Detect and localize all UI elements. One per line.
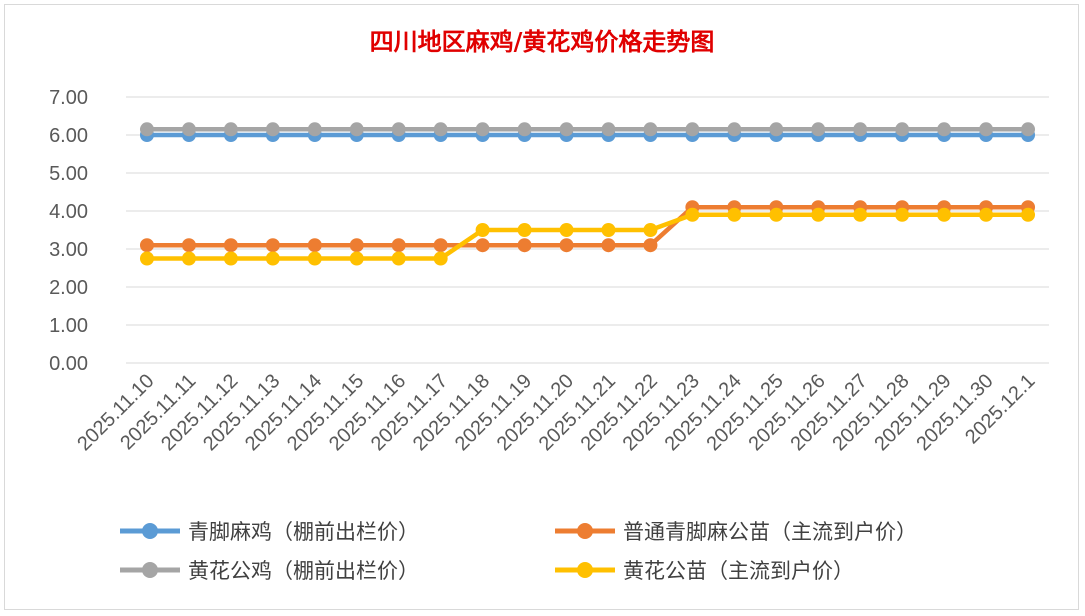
data-point (139, 122, 154, 137)
data-point (181, 238, 196, 253)
data-point (601, 238, 616, 253)
data-point (769, 207, 784, 222)
legend: 青脚麻鸡（棚前出栏价） 普通青脚麻公苗（主流到户价） 黄花公鸡（棚前出栏价） 黄花公苗… (120, 520, 917, 583)
data-point (517, 223, 532, 237)
data-point (223, 122, 238, 137)
legend-swatch-marker (142, 523, 158, 539)
legend-item: 黄花公鸡（棚前出栏价） (120, 559, 419, 583)
series-2 (139, 122, 1036, 137)
series-line (146, 212, 1029, 261)
data-point (601, 122, 616, 137)
data-point (349, 251, 364, 266)
data-point (391, 251, 406, 266)
legend-label: 青脚麻鸡（棚前出栏价） (188, 520, 419, 544)
data-point (853, 122, 868, 137)
data-point (643, 223, 658, 237)
data-point (811, 207, 826, 222)
data-point (433, 251, 448, 266)
data-point (433, 122, 448, 137)
data-point (265, 251, 280, 266)
data-point (349, 122, 364, 137)
data-point (475, 238, 490, 253)
data-point (349, 238, 364, 253)
legend-label: 普通青脚麻公苗（主流到户价） (623, 520, 917, 544)
legend-label: 黄花公鸡（棚前出栏价） (188, 559, 419, 583)
series-lines (139, 122, 1036, 266)
series-line (146, 204, 1029, 248)
data-point (391, 122, 406, 137)
data-point (223, 251, 238, 266)
data-point (265, 238, 280, 253)
data-point (811, 122, 826, 137)
data-point (895, 207, 910, 222)
data-point (517, 238, 532, 253)
legend-swatch-marker (577, 523, 593, 539)
data-point (727, 122, 742, 137)
data-point (181, 122, 196, 137)
y-axis-ticks: 0.00 1.00 2.00 3.00 4.00 5.00 6.00 7.00 (49, 87, 88, 375)
data-point (475, 223, 490, 237)
y-tick-label: 0.00 (49, 353, 88, 375)
data-point (307, 122, 322, 137)
data-point (853, 207, 868, 222)
data-point (769, 122, 784, 137)
data-point (643, 122, 658, 137)
data-point (937, 122, 952, 137)
data-point (139, 251, 154, 266)
data-point (307, 238, 322, 253)
data-point (1021, 122, 1036, 137)
data-point (1021, 207, 1036, 222)
chart-frame (4, 4, 1079, 610)
series-3 (139, 207, 1036, 266)
data-point (601, 223, 616, 237)
y-tick-label: 2.00 (49, 277, 88, 299)
data-point (685, 207, 700, 222)
data-point (139, 238, 154, 253)
data-point (979, 122, 994, 137)
data-point (223, 238, 238, 253)
legend-label: 黄花公苗（主流到户价） (623, 559, 854, 583)
legend-item: 黄花公苗（主流到户价） (555, 559, 854, 583)
data-point (475, 122, 490, 137)
data-point (517, 122, 532, 137)
data-point (307, 251, 322, 266)
legend-swatch-marker (577, 562, 593, 578)
data-point (265, 122, 280, 137)
data-point (643, 238, 658, 253)
data-point (895, 122, 910, 137)
y-tick-label: 6.00 (49, 125, 88, 147)
data-point (937, 207, 952, 222)
data-point (433, 238, 448, 253)
data-point (559, 122, 574, 137)
y-tick-label: 3.00 (49, 239, 88, 261)
x-axis-ticks: 2025.11.102025.11.112025.11.122025.11.13… (73, 370, 1039, 455)
y-tick-label: 4.00 (49, 201, 88, 223)
y-tick-label: 5.00 (49, 163, 88, 185)
data-point (391, 238, 406, 253)
legend-item: 普通青脚麻公苗（主流到户价） (555, 520, 917, 544)
y-tick-label: 7.00 (49, 87, 88, 109)
data-point (685, 122, 700, 137)
data-point (727, 207, 742, 222)
legend-item: 青脚麻鸡（棚前出栏价） (120, 520, 419, 544)
data-point (559, 238, 574, 253)
data-point (979, 207, 994, 222)
data-point (559, 223, 574, 237)
chart-title: 四川地区麻鸡/黄花鸡价格走势图 (370, 27, 715, 56)
data-point (181, 251, 196, 266)
legend-swatch-marker (142, 562, 158, 578)
y-tick-label: 1.00 (49, 315, 88, 337)
